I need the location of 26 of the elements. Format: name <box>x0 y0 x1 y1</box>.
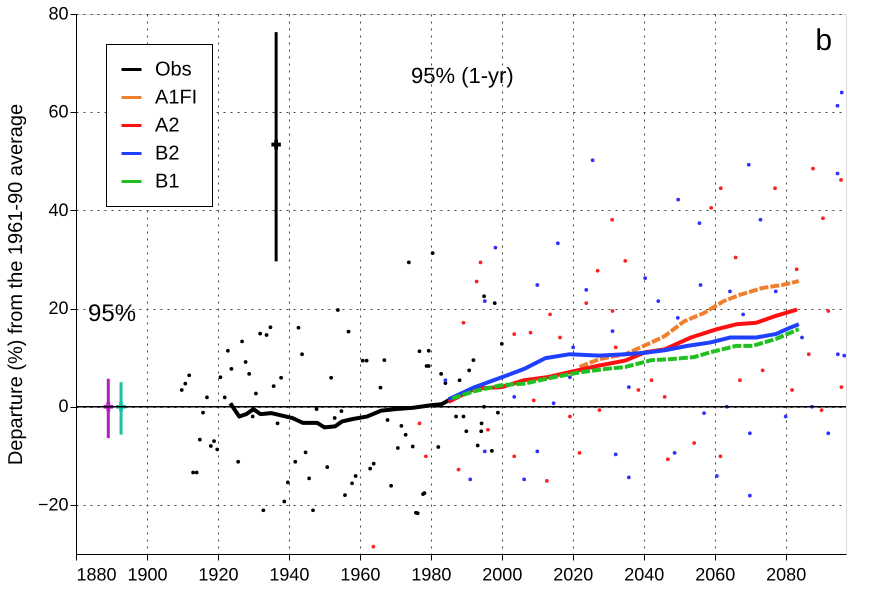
annotation: 95% <box>88 300 136 327</box>
x-tick-label: 1900 <box>127 564 168 584</box>
x-tick-label: 1940 <box>269 564 310 584</box>
x-tick-label: 2040 <box>624 564 664 584</box>
x-tick-label: 1880 <box>76 564 117 584</box>
x-tick-label: 1980 <box>411 564 452 584</box>
y-tick-label: 40 <box>48 200 68 220</box>
y-axis-title: Departure (%) from the 1961-90 average <box>4 104 27 466</box>
x-tick-label: 2080 <box>766 564 806 584</box>
legend-label: B2 <box>155 142 180 164</box>
legend-label: A2 <box>155 114 180 136</box>
legend-label: A1FI <box>155 86 198 108</box>
annotation: b <box>815 24 832 57</box>
legend-label: B1 <box>155 170 180 192</box>
y-tick-label: 0 <box>58 396 68 416</box>
x-tick-label: 2000 <box>482 564 522 584</box>
x-tick-label: 1920 <box>198 564 238 584</box>
x-tick-label: 1960 <box>340 564 380 584</box>
annotation: 95% (1-yr) <box>411 63 514 88</box>
legend-label: Obs <box>155 58 192 80</box>
x-tick-label: 2060 <box>695 564 736 584</box>
x-tick-label: 2020 <box>553 564 594 584</box>
y-tick-label: 80 <box>48 4 68 24</box>
y-tick-label: −20 <box>38 494 68 514</box>
y-tick-label: 60 <box>48 102 68 122</box>
y-tick-label: 20 <box>48 298 68 318</box>
